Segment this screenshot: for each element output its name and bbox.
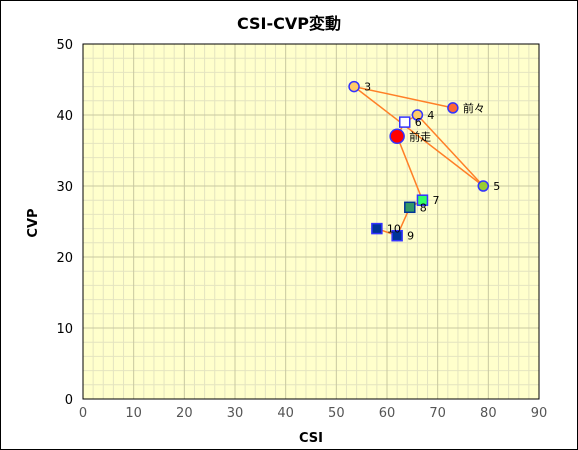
- x-tick-label: 10: [125, 406, 142, 421]
- x-tick-label: 30: [227, 406, 244, 421]
- x-tick-label: 40: [277, 406, 294, 421]
- point-label: 9: [407, 230, 414, 243]
- chart-title: CSI-CVP変動: [237, 14, 341, 33]
- point-marker: [477, 180, 490, 192]
- point-label: 10: [387, 223, 401, 236]
- y-tick-label: 30: [56, 180, 73, 195]
- point-label: 3: [364, 81, 371, 94]
- point-label: 前走: [409, 129, 431, 143]
- point-marker: [371, 222, 383, 235]
- series-segment: [396, 136, 424, 201]
- y-axis-ticks: 0 10 20 30 40 50: [56, 38, 73, 408]
- point-marker: [447, 102, 459, 114]
- plot-frame: [82, 43, 540, 400]
- x-axis-ticks: 0 10 20 30 40 50 60 70 80 90: [79, 406, 547, 421]
- x-tick-label: 80: [480, 406, 497, 421]
- markers: [348, 80, 490, 242]
- point-label: 4: [427, 109, 434, 122]
- point-marker: [404, 201, 416, 214]
- point-marker: [398, 116, 411, 128]
- point-marker: [411, 109, 424, 121]
- point-label: 7: [432, 194, 439, 207]
- x-tick-label: 20: [176, 406, 193, 421]
- y-tick-label: 40: [56, 109, 73, 124]
- point-label: 8: [420, 201, 427, 214]
- point-marker: [416, 194, 429, 206]
- x-tick-label: 60: [379, 406, 396, 421]
- series-segment: [353, 85, 454, 109]
- x-tick-label: 0: [79, 406, 87, 421]
- point-marker: [389, 128, 405, 145]
- series-segment: [416, 114, 484, 187]
- y-axis-label: CVP: [26, 208, 41, 237]
- y-tick-label: 50: [56, 38, 73, 53]
- y-tick-label: 20: [56, 251, 73, 266]
- x-tick-label: 50: [328, 406, 345, 421]
- plot-area: [83, 44, 539, 399]
- y-tick-label: 10: [56, 322, 73, 337]
- point-label: 前々: [463, 101, 485, 115]
- point-label: 5: [493, 180, 500, 193]
- x-tick-label: 90: [531, 406, 548, 421]
- point-marker: [348, 80, 360, 93]
- x-tick-label: 70: [429, 406, 446, 421]
- grid: [82, 43, 540, 400]
- x-axis-label: CSI: [299, 431, 323, 446]
- y-tick-label: 0: [65, 393, 73, 408]
- point-label: 6: [415, 116, 422, 129]
- point-marker: [391, 229, 403, 242]
- series-segment: [353, 86, 484, 187]
